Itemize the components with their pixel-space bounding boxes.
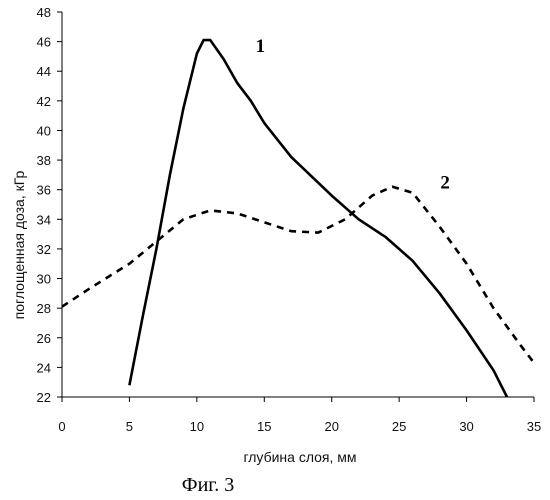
y-tick-label: 32 <box>37 242 51 257</box>
x-tick-label: 0 <box>58 419 65 434</box>
series-label-1: 1 <box>256 36 266 57</box>
y-tick-label: 48 <box>37 5 51 20</box>
y-axis-label: поглощенная доза, кГр <box>11 170 27 319</box>
y-tick-label: 40 <box>37 123 51 138</box>
y-tick-label: 30 <box>37 272 51 287</box>
y-tick-label: 42 <box>37 94 51 109</box>
x-tick-label: 30 <box>459 419 473 434</box>
series-group: 12 <box>62 36 534 397</box>
x-axis-label: глубина слоя, мм <box>243 449 356 465</box>
x-tick-label: 20 <box>324 419 338 434</box>
y-tick-label: 36 <box>37 183 51 198</box>
x-tick-label: 35 <box>527 419 541 434</box>
series-line-1 <box>129 40 507 397</box>
y-tick-label: 26 <box>37 331 51 346</box>
axes <box>57 12 534 402</box>
x-tick-label: 25 <box>392 419 406 434</box>
y-tick-label: 44 <box>37 64 51 79</box>
y-tick-label: 24 <box>37 360 51 375</box>
x-tick-label: 15 <box>257 419 271 434</box>
tick-labels: 22 24 26 28 30 32 34 36 38 40 42 44 46 48 0 5 10 15 20 25 30… <box>37 5 542 434</box>
series-line-2 <box>62 187 534 363</box>
y-tick-label: 34 <box>37 212 51 227</box>
y-tick-label: 28 <box>37 301 51 316</box>
y-tick-label: 22 <box>37 390 51 405</box>
series-label-2: 2 <box>440 173 450 194</box>
x-tick-label: 5 <box>126 419 133 434</box>
y-tick-label: 38 <box>37 153 51 168</box>
figure-caption: Фиг. 3 <box>182 474 234 496</box>
x-tick-label: 10 <box>190 419 204 434</box>
y-tick-label: 46 <box>37 35 51 50</box>
